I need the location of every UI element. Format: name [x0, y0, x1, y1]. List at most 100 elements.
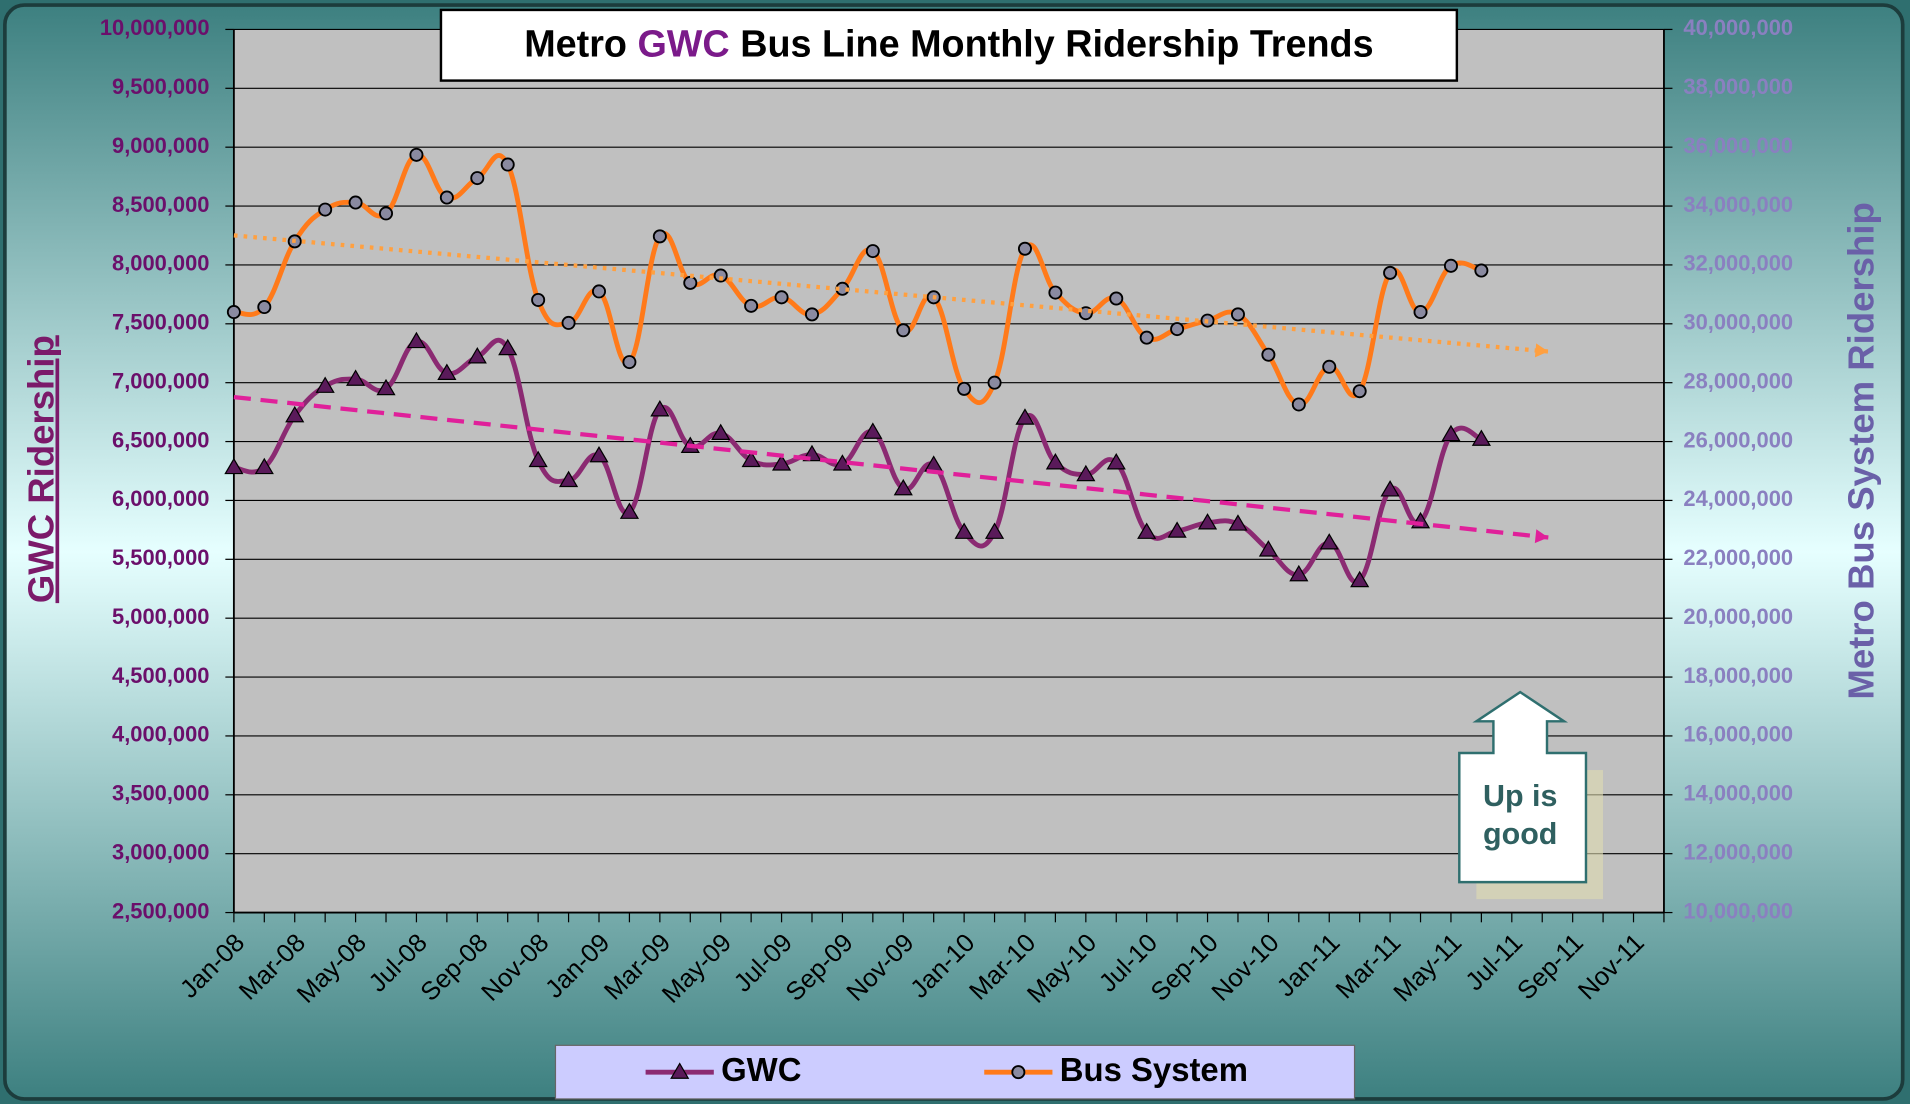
point [467, 347, 487, 364]
y2-tick-label: 26,000,000 [1683, 427, 1793, 452]
trend-arrow [1534, 529, 1549, 544]
annotation-text: Up is [1483, 779, 1557, 813]
trend-arrow [1534, 343, 1549, 358]
point [437, 363, 457, 380]
point [1109, 291, 1124, 306]
point [1441, 424, 1461, 442]
point [409, 147, 424, 162]
point [987, 375, 1002, 390]
point [1048, 285, 1063, 300]
point [865, 244, 880, 259]
point [315, 376, 335, 393]
point [406, 331, 427, 349]
point [1352, 384, 1367, 399]
point [619, 502, 640, 519]
point [713, 268, 728, 283]
point [1045, 453, 1065, 470]
y-tick-label: 3,500,000 [112, 781, 209, 806]
y2-tick-label: 16,000,000 [1683, 722, 1793, 747]
y2-tick-label: 20,000,000 [1683, 604, 1793, 629]
legend-marker [670, 1062, 690, 1079]
point [348, 195, 363, 210]
point [893, 478, 913, 496]
point [528, 450, 548, 468]
point [683, 275, 698, 290]
point [832, 454, 853, 471]
y-tick-label: 8,500,000 [112, 192, 209, 217]
legend-label: Bus System [1060, 1051, 1248, 1088]
y2-tick-label: 30,000,000 [1683, 310, 1793, 335]
point [1228, 514, 1248, 531]
point [1413, 305, 1428, 320]
point [1289, 564, 1309, 582]
marks [224, 147, 1549, 588]
y2-tick-label: 22,000,000 [1683, 545, 1793, 570]
point [1230, 307, 1245, 322]
legend-label: GWC [721, 1051, 801, 1088]
y-axis-label: GWC Ridership [21, 335, 62, 603]
point [1261, 347, 1276, 362]
point [345, 369, 366, 386]
point [589, 445, 609, 463]
point [1380, 480, 1400, 497]
y2-tick-label: 34,000,000 [1683, 192, 1793, 217]
point [500, 157, 515, 172]
point [224, 457, 244, 475]
point [1170, 322, 1185, 337]
point [1350, 570, 1370, 588]
y-tick-label: 9,500,000 [112, 74, 209, 99]
point [622, 355, 637, 370]
legend: GWC Bus System [554, 1044, 1356, 1100]
point [741, 450, 761, 468]
y-tick-label: 2,500,000 [112, 898, 209, 923]
point [896, 323, 911, 338]
point [1106, 453, 1126, 470]
point [558, 470, 579, 488]
point [1322, 359, 1337, 374]
point [1319, 533, 1339, 550]
point [379, 206, 394, 221]
point [318, 202, 333, 217]
y2-tick-label: 10,000,000 [1683, 898, 1793, 923]
y-tick-label: 10,000,000 [100, 15, 210, 40]
point [1197, 513, 1218, 530]
y2-tick-label: 18,000,000 [1683, 663, 1793, 688]
annotation-arrow [1458, 690, 1588, 884]
point [439, 190, 454, 205]
y2-tick-label: 24,000,000 [1683, 486, 1793, 511]
point [285, 405, 305, 423]
y-tick-label: 5,000,000 [112, 604, 209, 629]
point [650, 400, 670, 417]
annotation-text: good [1483, 817, 1557, 851]
point [711, 423, 731, 441]
point [531, 292, 546, 307]
annotation: Up is good [1458, 690, 1604, 900]
y2-tick-label: 32,000,000 [1683, 251, 1793, 276]
title-box [439, 8, 1459, 82]
chart-title: Metro GWC Bus Line Monthly Ridership Tre… [524, 23, 1373, 65]
y2-tick-label: 38,000,000 [1683, 74, 1793, 99]
point [1383, 265, 1398, 280]
title-part: Metro [524, 23, 637, 65]
point [771, 454, 792, 471]
point [954, 522, 974, 539]
point [957, 381, 972, 396]
y2-tick-label: 40,000,000 [1683, 15, 1793, 40]
y-tick-label: 7,500,000 [112, 310, 209, 335]
plot-area [233, 29, 1664, 913]
point [254, 457, 274, 475]
y2-tick-label: 28,000,000 [1683, 368, 1793, 393]
y-tick-label: 4,500,000 [112, 663, 209, 688]
point [1017, 241, 1032, 256]
title-part: Bus Line Monthly Ridership Trends [730, 23, 1374, 65]
legend-marker [1011, 1065, 1026, 1080]
point [1139, 330, 1154, 345]
y-tick-label: 5,500,000 [112, 545, 209, 570]
point [561, 315, 576, 330]
point [257, 300, 272, 315]
point [1015, 408, 1035, 425]
point [1137, 522, 1157, 539]
y-tick-label: 4,000,000 [112, 722, 209, 747]
point [1291, 397, 1306, 412]
point [470, 171, 485, 186]
